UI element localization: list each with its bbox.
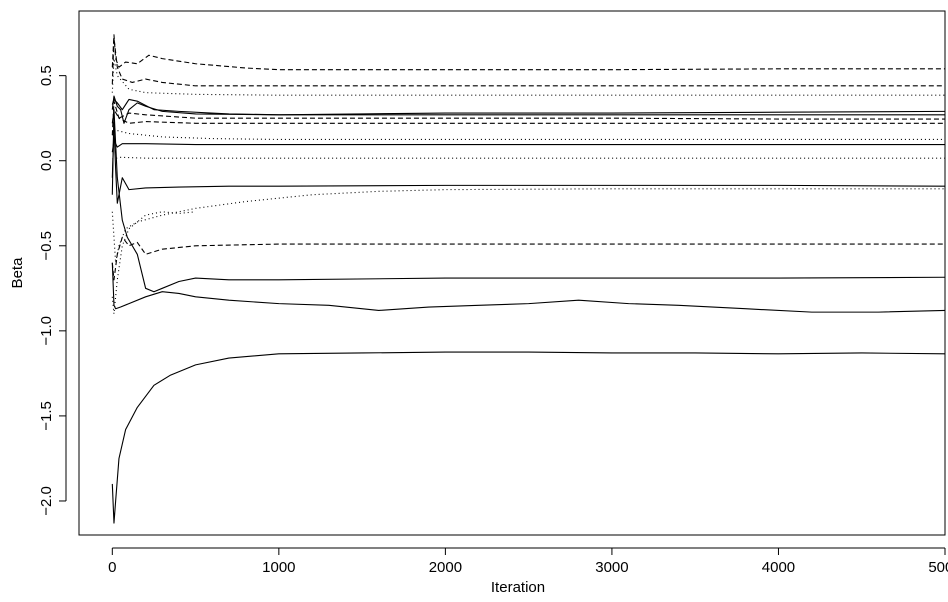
x-axis: 0 1000 2000 3000 4000 5000 [108, 547, 948, 576]
series-line-1 [111, 351, 946, 524]
series-line-11 [111, 100, 945, 136]
series-line-7 [111, 98, 945, 116]
y-tick-label-3: −0.5 [38, 231, 55, 261]
series-line-3 [111, 109, 946, 293]
series-line-10 [111, 109, 945, 124]
y-axis: −2.0 −1.5 −1.0 −0.5 0.0 0.5 [38, 65, 67, 516]
x-tick-label-4: 4000 [762, 559, 795, 576]
series-line-2 [111, 262, 946, 313]
x-tick-label-3: 3000 [595, 559, 628, 576]
series-line-8 [111, 34, 945, 71]
x-tick-label-2: 2000 [429, 559, 462, 576]
y-tick-label-5: 0.5 [38, 65, 55, 86]
x-tick-label-1: 1000 [262, 559, 295, 576]
series-line-15 [112, 156, 945, 160]
plot-frame [78, 10, 946, 536]
y-tick-label-4: 0.0 [38, 150, 55, 171]
series-line-9 [111, 37, 945, 87]
series-line-4 [111, 126, 946, 204]
y-tick-label-2: −1.0 [38, 316, 55, 346]
x-axis-label: Iteration [491, 579, 545, 596]
y-axis-label: Beta [9, 257, 26, 289]
series-line-14 [111, 129, 945, 140]
series-layer [111, 34, 946, 524]
x-tick-label-5: 5000 [928, 559, 948, 576]
series-line-13 [111, 58, 945, 96]
y-tick-label-1: −1.5 [38, 401, 55, 431]
x-tick-label-0: 0 [108, 559, 116, 576]
series-line-5 [111, 139, 945, 153]
series-line-6 [111, 95, 946, 124]
y-tick-label-0: −2.0 [38, 486, 55, 516]
series-line-17 [111, 211, 196, 315]
